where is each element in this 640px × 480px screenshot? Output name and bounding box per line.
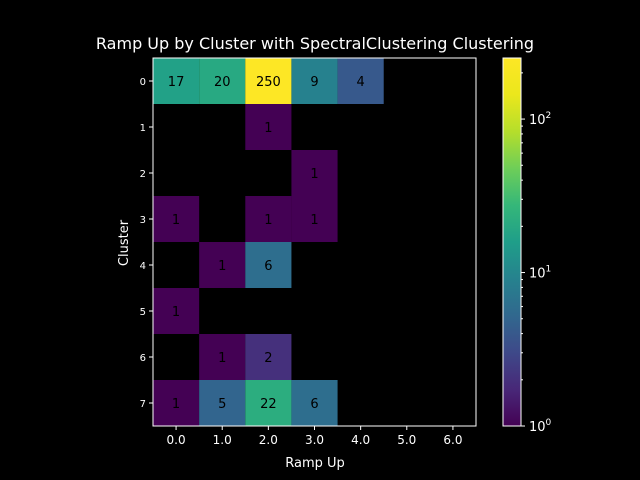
cell-value-label: 6 [310,397,318,412]
heatmap-cell [153,288,200,334]
cell-value-label: 1 [172,305,180,320]
y-tick-label: 7 [140,399,146,410]
heatmap-cell [245,58,292,104]
heatmap-cell [291,150,338,196]
x-axis-label: Ramp Up [285,456,345,471]
cell-value-label: 250 [256,75,281,90]
cell-value-label: 1 [218,259,226,274]
cell-value-label: 22 [260,397,277,412]
y-tick-label: 6 [140,353,146,364]
heatmap-cell [245,380,292,426]
x-tick-label: 1.0 [213,433,232,447]
y-tick-label: 1 [140,123,146,134]
cell-value-label: 1 [218,351,226,366]
colorbar: 100 101 102 [502,57,552,435]
cell-value-label: 1 [172,213,180,228]
x-tick-label: 6.0 [443,433,462,447]
cell-value-label: 1 [310,213,318,228]
y-tick-label: 2 [140,169,146,180]
cell-value-label: 4 [357,75,365,90]
cell-value-label: 20 [214,75,231,90]
heatmap-cell [199,334,246,380]
cell-value-label: 1 [310,167,318,182]
cell-value-label: 1 [264,121,272,136]
heatmap-cell [291,58,338,104]
x-tick-label: 5.0 [397,433,416,447]
heatmap-cell [199,58,246,104]
x-tick-label: 2.0 [259,433,278,447]
x-tick-label: 3.0 [305,433,324,447]
y-tick-label: 0 [140,77,146,88]
heatmap-cell [153,58,200,104]
colorbar-tick-label: 102 [529,111,551,128]
cell-value-label: 9 [310,75,318,90]
y-axis-label: Cluster [117,219,132,266]
cell-value-label: 6 [264,259,272,274]
y-tick-label: 5 [140,307,146,318]
heatmap-cell [291,380,338,426]
x-tick-label: 4.0 [351,433,370,447]
y-tick-label: 3 [140,215,146,226]
cell-value-label: 2 [264,351,272,366]
chart-title: Ramp Up by Cluster with SpectralClusteri… [96,34,534,53]
heatmap-cell [153,196,200,242]
heatmap-cell [199,380,246,426]
cell-value-label: 1 [264,213,272,228]
cell-value-label: 1 [172,397,180,412]
heatmap-cell [245,104,292,150]
heatmap-cell [245,196,292,242]
heatmap-cell [199,242,246,288]
heatmap-cell [337,58,384,104]
y-tick-label: 4 [140,261,146,272]
heatmap-cell [291,196,338,242]
heatmap-cell [245,242,292,288]
heatmap-cell [245,334,292,380]
colorbar-gradient [502,57,522,427]
x-tick-label: 0.0 [167,433,186,447]
colorbar-tick-label: 100 [529,418,552,435]
cell-value-label: 17 [168,75,185,90]
colorbar-tick-label: 101 [529,265,551,282]
heatmap-cell [153,380,200,426]
cell-value-label: 5 [218,397,226,412]
